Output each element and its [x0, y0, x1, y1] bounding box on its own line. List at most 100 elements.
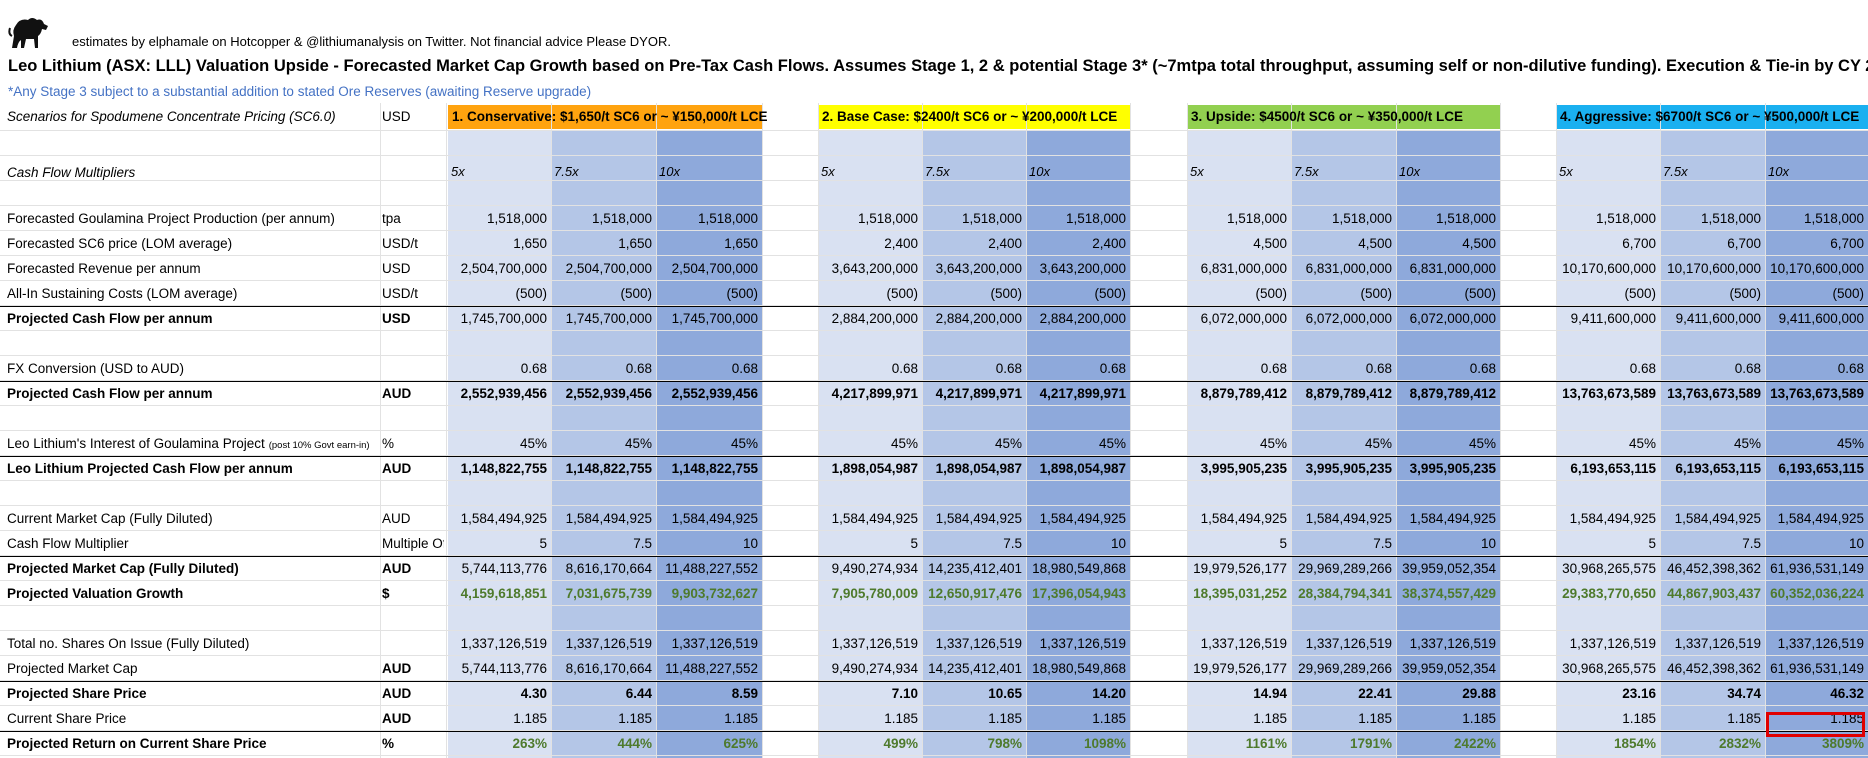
row-rule [0, 306, 1868, 307]
column-band [1396, 131, 1500, 758]
scenario-fill [818, 105, 1130, 129]
row-unit: % [382, 436, 395, 451]
value-cell: 8,616,170,664 [565, 661, 652, 676]
row-label-text: Projected Market Cap [7, 661, 138, 676]
value-cell: 1,337,126,519 [1039, 636, 1126, 651]
value-cell: 10 [1848, 536, 1864, 551]
value-cell: 1.185 [1358, 711, 1392, 726]
value-cell: (500) [886, 286, 918, 301]
multiplier-header: 7.5x [1294, 164, 1319, 179]
grid-line [656, 0, 657, 758]
value-cell: 10 [1480, 536, 1496, 551]
table-row: Current Share Price AUD 1.185 1.185 1.185 1.1… [0, 706, 1868, 731]
row-label: Projected Market Cap (Fully Diluted) [7, 556, 379, 581]
value-cell: 1.185 [1092, 711, 1126, 726]
value-cell: 30,968,265,575 [1562, 561, 1656, 576]
value-cell: 45% [1733, 436, 1761, 451]
multiplier-header: 10x [1399, 164, 1420, 179]
grid-line [1130, 0, 1131, 758]
value-cell: 29,383,770,650 [1562, 586, 1656, 601]
row-unit: tpa [382, 211, 401, 226]
scenario-row-label: Scenarios for Spodumene Concentrate Pric… [7, 109, 336, 124]
value-cell: 3,995,905,235 [1305, 461, 1392, 476]
grid-line [1556, 0, 1557, 758]
value-cell: 10.65 [988, 686, 1022, 701]
value-cell: 39,959,052,354 [1402, 661, 1496, 676]
value-cell: (500) [1624, 286, 1656, 301]
value-cell: 14,235,412,401 [928, 661, 1022, 676]
row-label: Cash Flow Multiplier [7, 531, 379, 556]
grid-line [0, 405, 1868, 406]
value-cell: 7.5 [1003, 536, 1022, 551]
grid-line [380, 0, 381, 758]
value-cell: 0.68 [891, 361, 918, 376]
column-band [1765, 131, 1868, 758]
grid-line [1500, 0, 1501, 758]
value-cell: 0.68 [520, 361, 547, 376]
value-cell: 1.185 [1622, 711, 1656, 726]
table-row: Cash Flow Multiplier Multiple Of 5 7.5 10 5 7.… [0, 531, 1868, 556]
value-cell: 14,235,412,401 [928, 561, 1022, 576]
value-cell: 1,584,494,925 [460, 511, 547, 526]
multiplier-row: Cash Flow Multipliers [0, 160, 1868, 185]
value-cell: 13,763,673,589 [1667, 386, 1761, 401]
grid-line [0, 380, 1868, 381]
value-cell: 30,968,265,575 [1562, 661, 1656, 676]
value-cell: 1,337,126,519 [831, 636, 918, 651]
grid-line [0, 730, 1868, 731]
grid-line [0, 430, 1868, 431]
value-cell: 19,979,526,177 [1193, 561, 1287, 576]
value-cell: 6,700 [1727, 236, 1761, 251]
table-row: Current Market Cap (Fully Diluted) AUD 1,5… [0, 506, 1868, 531]
column-band [656, 131, 762, 758]
value-cell: 499% [883, 736, 918, 751]
value-cell: 9,411,600,000 [1570, 311, 1656, 326]
value-cell: 1,745,700,000 [460, 311, 547, 326]
row-label: Leo Lithium's Interest of Goulamina Proj… [7, 431, 379, 456]
value-cell: 1,518,000 [1595, 211, 1656, 226]
grid-line [1660, 0, 1661, 758]
value-cell: 4,217,899,971 [1039, 386, 1126, 401]
value-cell: 39,959,052,354 [1402, 561, 1496, 576]
multiplier-row-label: Cash Flow Multipliers [7, 165, 136, 180]
value-cell: 6,193,653,115 [1570, 461, 1656, 476]
value-cell: 3,643,200,000 [1039, 261, 1126, 276]
value-cell: 1,518,000 [1700, 211, 1761, 226]
row-label: Current Market Cap (Fully Diluted) [7, 506, 379, 531]
value-cell: 263% [512, 736, 547, 751]
grid-line [0, 655, 1868, 656]
lion-logo-icon [8, 14, 52, 57]
value-cell: 10 [742, 536, 758, 551]
grid-line [0, 480, 1868, 481]
value-cell: 9,490,274,934 [831, 661, 918, 676]
row-label: Projected Return on Current Share Price [7, 731, 379, 756]
value-cell: 1.185 [724, 711, 758, 726]
value-cell: 1,745,700,000 [671, 311, 758, 326]
row-unit [382, 631, 444, 656]
row-label-text: Forecasted SC6 price (LOM average) [7, 236, 233, 251]
value-cell: 2,504,700,000 [565, 261, 652, 276]
value-cell: 45% [519, 436, 547, 451]
value-cell: 13,763,673,589 [1562, 386, 1656, 401]
value-cell: 1.185 [1253, 711, 1287, 726]
value-cell: 8,616,170,664 [565, 561, 652, 576]
value-cell: 0.68 [1469, 361, 1496, 376]
value-cell: 7,031,675,739 [565, 586, 652, 601]
multiplier-header: 7.5x [554, 164, 579, 179]
value-cell: 45% [730, 436, 758, 451]
value-cell: 6,072,000,000 [1305, 311, 1392, 326]
value-cell: 1,337,126,519 [1305, 636, 1392, 651]
grid-line [762, 0, 763, 758]
value-cell: 0.68 [625, 361, 652, 376]
value-cell: (500) [1360, 286, 1392, 301]
value-cell: 1,337,126,519 [1777, 636, 1864, 651]
scenario-base-case: 2. Base Case: $2400/t SC6 or ~ ¥200,000/… [822, 109, 1118, 124]
value-cell: 1,337,126,519 [565, 636, 652, 651]
value-cell: 46,452,398,362 [1667, 661, 1761, 676]
row-label: FX Conversion (USD to AUD) [7, 356, 379, 381]
value-cell: 8,879,789,412 [1200, 386, 1287, 401]
grid-line [551, 0, 552, 758]
value-cell: 625% [723, 736, 758, 751]
value-cell: 45% [1628, 436, 1656, 451]
row-label-text: Cash Flow Multiplier [7, 536, 129, 551]
